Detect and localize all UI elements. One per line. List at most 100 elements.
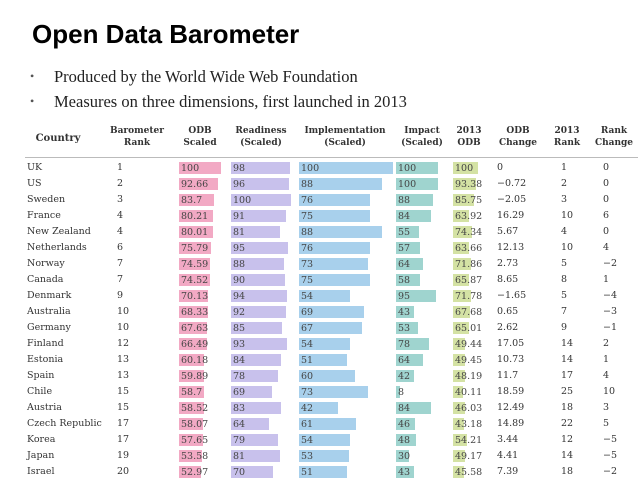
barometer-rank: 3 — [117, 194, 124, 205]
rank-2013: 22 — [561, 418, 574, 429]
odb-2013-bar-value: 65.01 — [455, 323, 483, 334]
impact-bar: 78 — [396, 338, 429, 350]
odb-scaled-bar-value: 66.49 — [181, 339, 209, 350]
table-row: New Zealand 4 80.01 81 88 55 74.34 5.67 4 0 — [25, 224, 638, 240]
impact-bar: 43 — [396, 466, 415, 478]
rank-2013: 7 — [561, 306, 568, 317]
odb-2013-bar: 93.38 — [453, 178, 482, 190]
country-name: Denmark — [27, 290, 72, 301]
implementation-bar-value: 54 — [301, 339, 314, 350]
readiness-bar: 81 — [231, 450, 280, 462]
header-implementation: Implementation (Scaled) — [304, 126, 386, 148]
readiness-bar-value: 93 — [233, 339, 246, 350]
readiness-bar: 100 — [231, 194, 291, 206]
odb-2013-bar-value: 45.58 — [455, 467, 483, 478]
odb-2013-bar-value: 49.17 — [455, 451, 483, 462]
odb-2013-bar: 74.34 — [453, 226, 482, 238]
odb-scaled-bar: 75.79 — [179, 242, 211, 254]
impact-bar-value: 53 — [398, 323, 411, 334]
rank-change: −5 — [603, 450, 618, 461]
implementation-bar: 42 — [299, 402, 339, 414]
implementation-bar-value: 60 — [301, 371, 314, 382]
readiness-bar: 81 — [231, 226, 280, 238]
odb-2013-bar-value: 85.75 — [455, 195, 483, 206]
odb-2013-bar: 43.18 — [453, 418, 482, 430]
odb-change: 14.89 — [497, 418, 525, 429]
implementation-bar: 61 — [299, 418, 357, 430]
rank-2013: 12 — [561, 434, 574, 445]
odb-scaled-bar-value: 75.79 — [181, 243, 209, 254]
readiness-bar-value: 83 — [233, 403, 246, 414]
readiness-bar-value: 78 — [233, 371, 246, 382]
barometer-rank: 10 — [117, 322, 130, 333]
table-row: Austria 15 58.52 83 42 84 46.03 12.49 18 3 — [25, 400, 638, 416]
rank-2013: 1 — [561, 162, 568, 173]
barometer-rank: 1 — [117, 162, 124, 173]
odb-scaled-bar-value: 57.65 — [181, 435, 209, 446]
odb-2013-bar-value: 43.18 — [455, 419, 483, 430]
implementation-bar: 75 — [299, 274, 370, 286]
odb-change: 2.73 — [497, 258, 519, 269]
implementation-bar: 51 — [299, 354, 347, 366]
odb-2013-bar-value: 63.66 — [455, 243, 483, 254]
table-row: Canada 7 74.52 90 75 58 65.87 8.65 8 1 — [25, 272, 638, 288]
country-name: Estonia — [27, 354, 64, 365]
header-country: Country — [35, 133, 81, 144]
implementation-bar: 73 — [299, 258, 368, 270]
impact-bar: 55 — [396, 226, 420, 238]
table-row: Sweden 3 83.7 100 76 88 85.75 −2.05 3 0 — [25, 192, 638, 208]
barometer-rank: 4 — [117, 226, 124, 237]
odb-2013-bar-value: 49.44 — [455, 339, 483, 350]
barometer-rank: 17 — [117, 418, 130, 429]
odb-change: −0.72 — [497, 178, 527, 189]
implementation-bar-value: 51 — [301, 355, 314, 366]
odb-2013-bar-value: 71.78 — [455, 291, 483, 302]
impact-bar: 46 — [396, 418, 416, 430]
impact-bar-value: 100 — [398, 163, 417, 174]
country-name: Japan — [27, 450, 55, 461]
odb-change: 0.65 — [497, 306, 519, 317]
bullet-text: Measures on three dimensions, first laun… — [54, 92, 407, 111]
readiness-bar: 84 — [231, 354, 282, 366]
country-name: US — [27, 178, 42, 189]
odb-change: 4.41 — [497, 450, 519, 461]
impact-bar: 57 — [396, 242, 420, 254]
rank-change: 0 — [603, 178, 610, 189]
odb-2013-bar: 40.11 — [453, 386, 482, 398]
impact-bar: 48 — [396, 434, 417, 446]
readiness-bar-value: 94 — [233, 291, 246, 302]
table-row: Spain 13 59.89 78 60 42 48.19 11.7 17 4 — [25, 368, 638, 384]
barometer-rank: 19 — [117, 450, 130, 461]
country-name: Sweden — [27, 194, 66, 205]
barometer-rank: 15 — [117, 386, 130, 397]
barometer-rank: 12 — [117, 338, 130, 349]
country-name: Korea — [27, 434, 56, 445]
odb-change: 3.44 — [497, 434, 519, 445]
implementation-bar-value: 73 — [301, 387, 314, 398]
readiness-bar-value: 81 — [233, 451, 246, 462]
odb-2013-bar-value: 65.87 — [455, 275, 483, 286]
implementation-bar-value: 53 — [301, 451, 314, 462]
barometer-rank: 7 — [117, 258, 124, 269]
odb-2013-bar: 65.87 — [453, 274, 482, 286]
odb-2013-bar-value: 48.19 — [455, 371, 483, 382]
odb-2013-bar-value: 67.68 — [455, 307, 483, 318]
odb-scaled-bar-value: 53.58 — [181, 451, 209, 462]
odb-scaled-bar: 58.07 — [179, 418, 208, 430]
country-name: Australia — [27, 306, 71, 317]
odb-change: 8.65 — [497, 274, 519, 285]
odb-scaled-bar-value: 80.01 — [181, 227, 209, 238]
implementation-bar-value: 67 — [301, 323, 314, 334]
odb-change: 16.29 — [497, 210, 525, 221]
readiness-bar: 91 — [231, 210, 286, 222]
impact-bar-value: 64 — [398, 259, 411, 270]
header-odb-change: ODB Change — [498, 126, 538, 148]
table-row: Finland 12 66.49 93 54 78 49.44 17.05 14 2 — [25, 336, 638, 352]
odb-change: 12.13 — [497, 242, 525, 253]
odb-2013-bar: 48.19 — [453, 370, 482, 382]
impact-bar: 30 — [396, 450, 410, 462]
implementation-bar-value: 51 — [301, 467, 314, 478]
impact-bar-value: 43 — [398, 467, 411, 478]
readiness-bar: 93 — [231, 338, 287, 350]
readiness-bar-value: 64 — [233, 419, 246, 430]
